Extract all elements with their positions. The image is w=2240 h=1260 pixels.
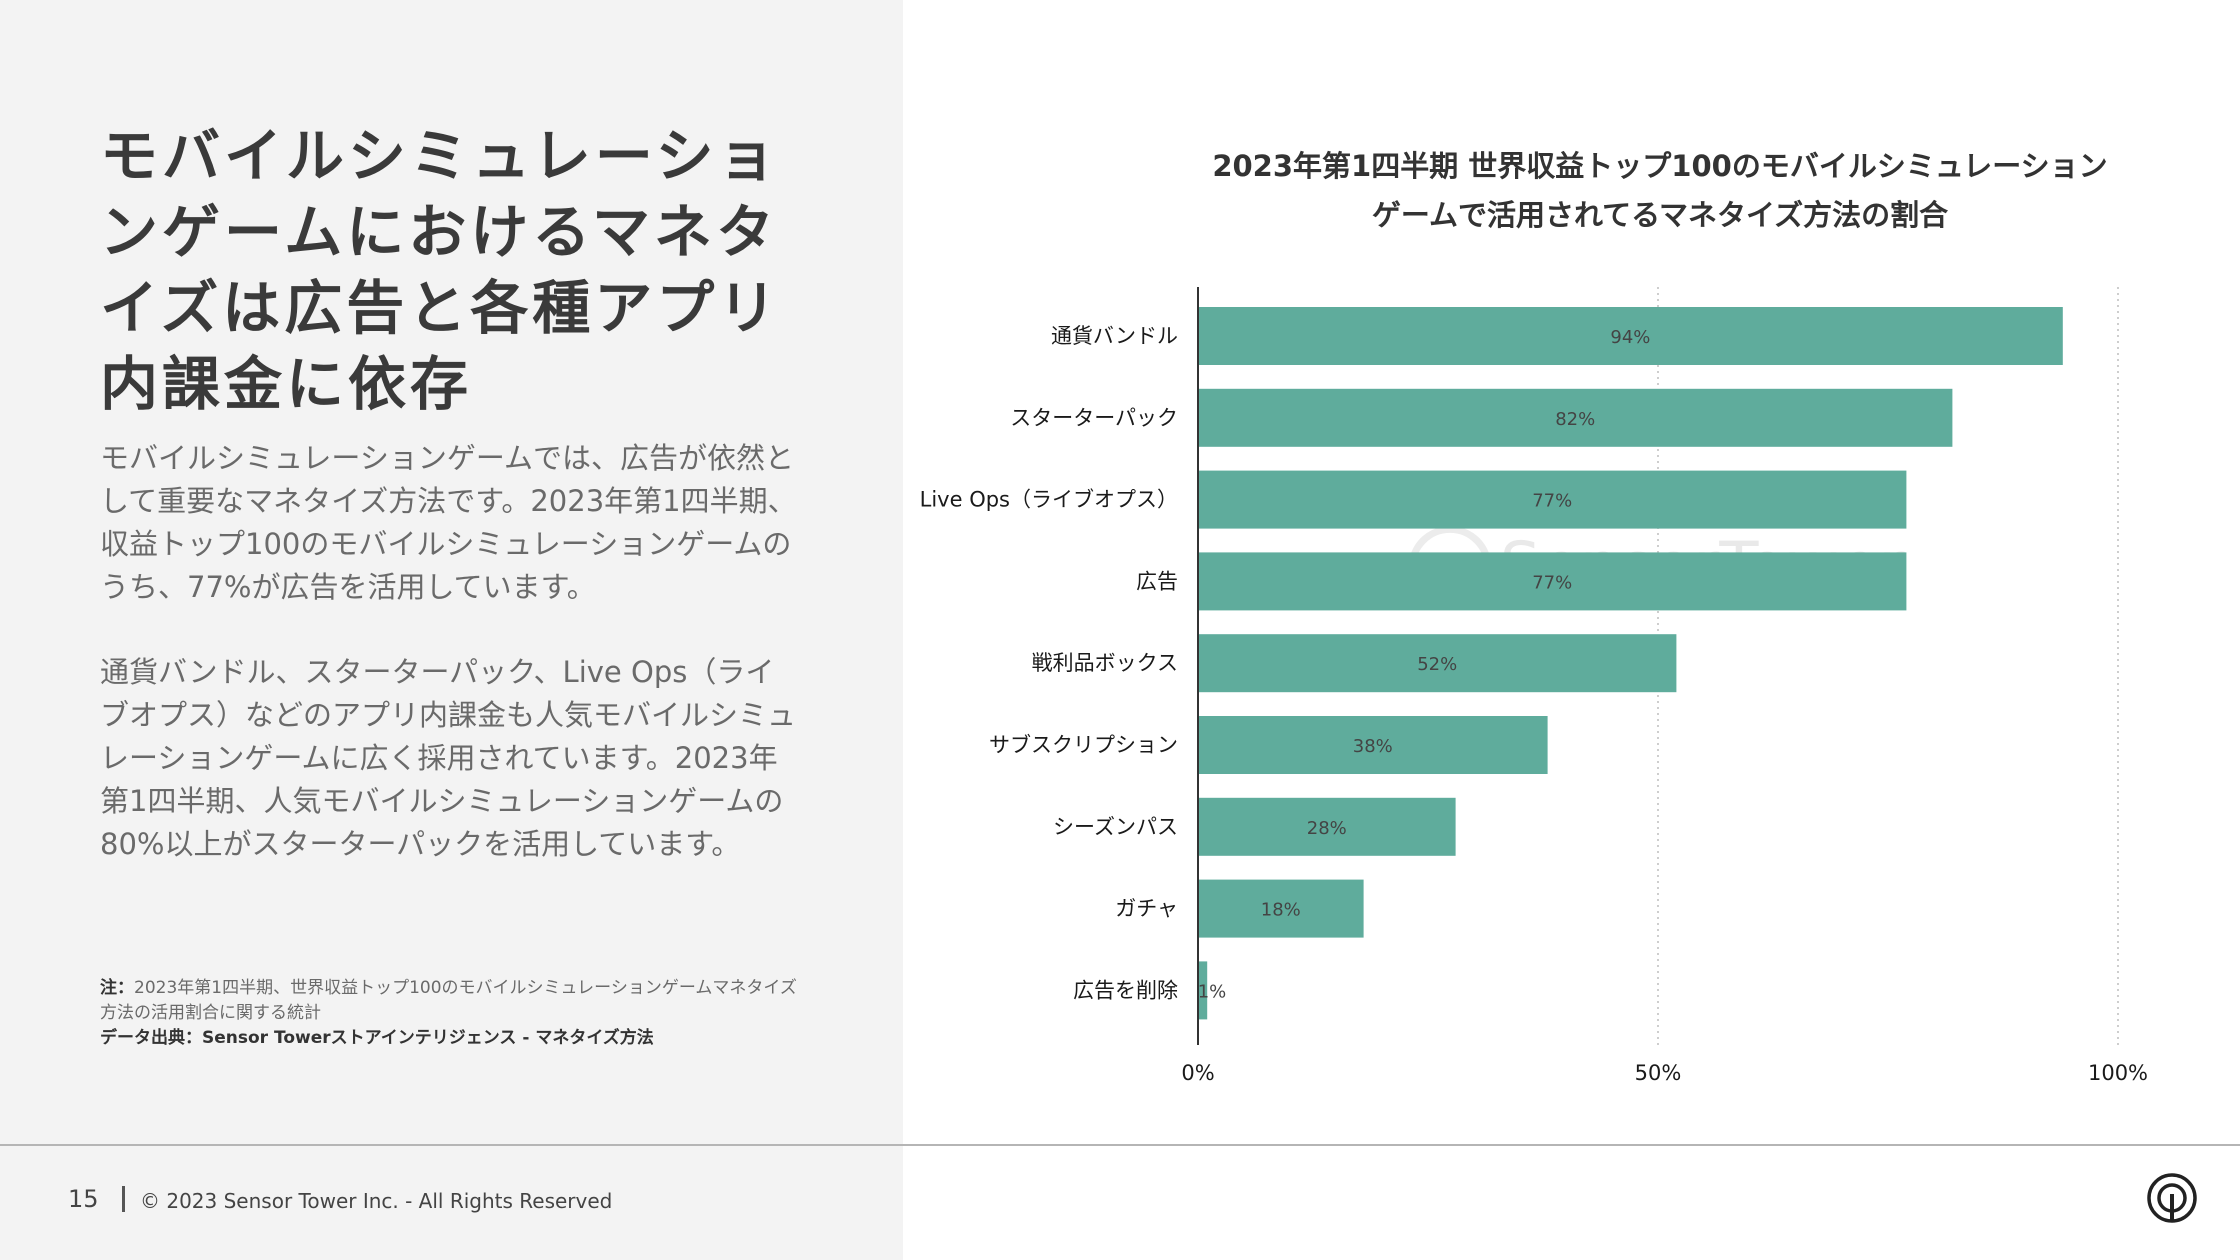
category-label-6: サブスクリプション [989,733,1178,757]
bar-5 [1198,634,1677,693]
sensor-tower-logo-icon [2147,1173,2197,1223]
value-label-2: 82% [1555,409,1595,430]
bar-4 [1198,552,1907,611]
footer-separator [122,1186,125,1212]
value-label-7: 28% [1307,818,1347,839]
chart-notes: 注：2023年第1四半期、世界収益トップ100のモバイルシミュレーションゲームマ… [100,976,800,1051]
category-label-8: ガチャ [1115,897,1178,921]
bar-8 [1198,879,1364,938]
value-label-4: 77% [1532,572,1572,593]
x-tick-label-50%: 50% [1635,1061,1682,1085]
category-label-7: シーズンパス [1053,815,1178,839]
intro-paragraph: モバイルシミュレーションゲームでは、広告が依然として重要なマネタイズ方法です。2… [100,441,797,604]
bar-9 [1198,961,1208,1020]
bar-1 [1198,307,2063,365]
chart-title: 2023年第1四半期 世界収益トップ100のモバイルシミュレーション ゲームで活… [1180,142,2140,240]
value-label-6: 38% [1353,736,1393,757]
category-label-3: Live Ops（ライブオプス） [920,488,1178,512]
x-tick-label-0%: 0% [1181,1061,1214,1085]
bar-2 [1198,388,1953,447]
bar-6 [1198,716,1548,774]
bar-3 [1198,470,1907,529]
page-headline: モバイルシミュレーションゲームにおけるマネタイズは広告と各種アプリ内課金に依存 [100,122,781,418]
note-label: 注： [100,978,134,998]
value-label-3: 77% [1532,491,1572,512]
note-line: 注：2023年第1四半期、世界収益トップ100のモバイルシミュレーションゲームマ… [100,976,800,1026]
left-panel [0,0,903,1260]
data-source: データ出典：Sensor Towerストアインテリジェンス - マネタイズ方法 [100,1028,654,1048]
x-tick-label-100%: 100% [2088,1061,2148,1085]
category-label-2: スターターパック [1010,406,1178,430]
chart-title-line-1: 2023年第1四半期 世界収益トップ100のモバイルシミュレーション [1212,149,2108,183]
value-label-5: 52% [1417,654,1457,675]
category-label-9: 広告を削除 [1073,978,1178,1002]
value-label-9: 1% [1198,981,1227,1002]
category-label-5: 戦利品ボックス [1032,651,1178,675]
category-label-4: 広告 [1136,569,1178,593]
copyright-text: © 2023 Sensor Tower Inc. - All Rights Re… [140,1189,613,1213]
page-number: 15 [68,1185,99,1213]
value-label-8: 18% [1261,900,1301,921]
category-label-1: 通貨バンドル [1051,324,1178,348]
note-text: 2023年第1四半期、世界収益トップ100のモバイルシミュレーションゲームマネタ… [100,978,797,1023]
value-label-1: 94% [1610,327,1650,348]
chart-title-line-2: ゲームで活用されてるマネタイズ方法の割合 [1371,198,1949,232]
footer-divider [0,1144,2240,1146]
bar-7 [1198,797,1456,856]
detail-paragraph: 通貨バンドル、スターターパック、Live Ops（ライブオプス）などのアプリ内課… [100,655,797,861]
